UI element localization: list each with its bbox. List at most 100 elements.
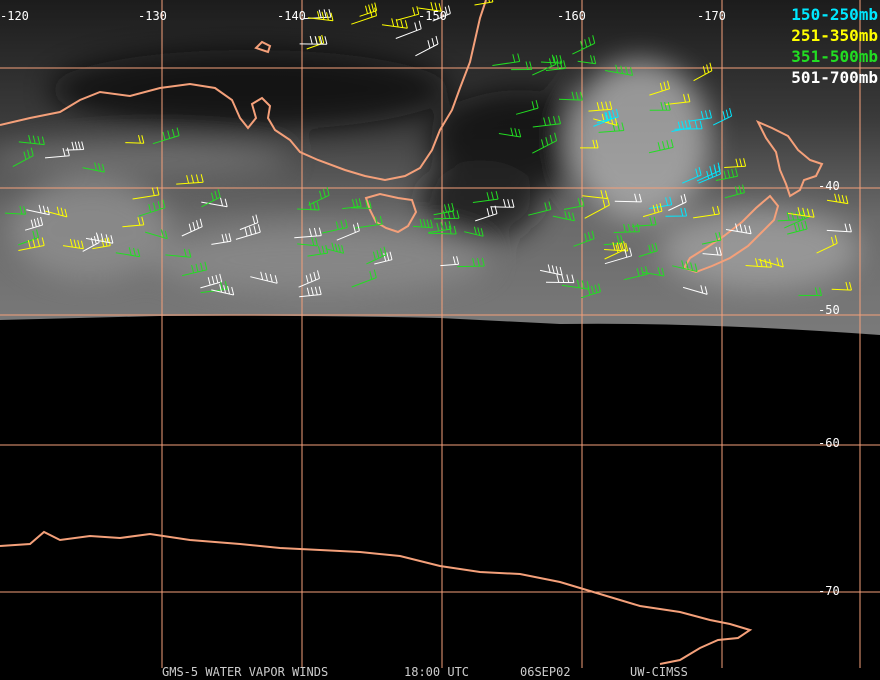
- wind-barb: [715, 168, 739, 181]
- wind-barb: [563, 197, 585, 210]
- wind-barb: [440, 256, 460, 267]
- wind-barb: [588, 101, 613, 112]
- wind-barb: [374, 251, 393, 265]
- date: 06SEP02: [520, 665, 571, 679]
- wind-barb: [545, 60, 567, 71]
- wind-barb: [428, 220, 452, 233]
- wind-barb: [299, 35, 328, 45]
- wind-barb: [428, 225, 457, 235]
- wind-barb: [724, 158, 747, 168]
- wind-barb: [572, 35, 596, 55]
- wind-barb: [674, 120, 703, 130]
- wind-barb: [298, 270, 320, 288]
- wind-barb: [82, 234, 100, 252]
- wind-barb: [642, 203, 663, 218]
- wind-barb: [432, 5, 451, 22]
- wind-barb: [299, 286, 322, 298]
- wind-barb: [693, 205, 720, 219]
- longitude-label: -120: [0, 9, 29, 23]
- wind-barb: [573, 230, 595, 247]
- wind-barb: [532, 56, 557, 76]
- wind-barb: [307, 11, 334, 22]
- wind-barb: [532, 132, 558, 154]
- wind-barb: [412, 218, 433, 229]
- wind-barb: [359, 2, 378, 17]
- wind-barb: [176, 174, 204, 185]
- wind-barb: [115, 247, 141, 258]
- legend-entry: 351-500mb: [791, 47, 878, 66]
- satellite-name: GMS-5 WATER VAPOR WINDS: [162, 665, 328, 679]
- wind-barb: [433, 210, 460, 220]
- wind-barb: [604, 247, 633, 265]
- source: UW-CIMSS: [630, 665, 688, 679]
- wind-barb: [682, 166, 702, 184]
- wind-barb: [457, 257, 485, 268]
- longitude-label: -150: [418, 9, 447, 23]
- longitude-label: -140: [277, 9, 306, 23]
- wind-barb: [165, 248, 192, 258]
- wind-barb: [464, 226, 484, 237]
- wind-barb: [532, 115, 561, 128]
- wind-barb: [351, 269, 377, 288]
- wind-barb: [552, 210, 575, 222]
- wind-barb: [580, 139, 599, 149]
- wind-barb: [515, 99, 539, 115]
- wind-barb: [816, 235, 838, 254]
- wind-barb: [787, 207, 815, 218]
- wind-barb: [351, 7, 378, 25]
- wind-barb: [354, 215, 383, 229]
- wind-barb: [303, 8, 332, 20]
- wind-barb: [122, 216, 145, 228]
- wind-barb: [18, 237, 45, 251]
- time: 18:00 UTC: [404, 665, 469, 679]
- coastlines: [0, 0, 824, 665]
- wind-barb: [696, 162, 721, 182]
- wind-barb: [596, 108, 619, 123]
- wind-barb: [540, 54, 563, 64]
- wind-barb: [418, 1, 442, 12]
- latitude-label: -60: [818, 436, 840, 450]
- wind-barb: [642, 267, 665, 277]
- wind-barb: [649, 101, 671, 111]
- wind-barb: [539, 264, 563, 276]
- wind-barb: [528, 201, 552, 216]
- wind-barb: [665, 93, 691, 105]
- wind-barb: [235, 224, 261, 240]
- wind-barb: [342, 198, 362, 210]
- wind-barb: [45, 206, 68, 218]
- wind-barb: [561, 279, 590, 290]
- wind-barb: [18, 134, 45, 146]
- wind-barb: [702, 246, 722, 256]
- wind-barb: [682, 285, 708, 295]
- wind-barb: [826, 193, 849, 205]
- wind-barb: [325, 242, 345, 254]
- latitude-label: -50: [818, 303, 840, 317]
- wind-barb: [201, 189, 221, 208]
- wind-barb: [138, 199, 166, 217]
- wind-barb: [492, 53, 521, 66]
- wind-barb: [638, 242, 658, 258]
- wind-barb: [62, 238, 84, 250]
- latitude-label: -70: [818, 584, 840, 598]
- wind-barb: [181, 218, 203, 237]
- wind-barb: [649, 80, 670, 96]
- legend-entry: 501-700mb: [791, 68, 878, 87]
- latitude-label: -40: [818, 179, 840, 193]
- wind-barb: [475, 205, 498, 222]
- wind-barb: [125, 134, 145, 144]
- wind-barb: [65, 141, 85, 151]
- wind-barb: [831, 281, 852, 291]
- wind-barb: [624, 266, 648, 281]
- wind-barb: [511, 61, 533, 71]
- wind-barb: [826, 223, 852, 233]
- wind-barb: [24, 216, 44, 231]
- wind-barb: [472, 190, 499, 203]
- wind-barb: [604, 242, 629, 252]
- wind-barb: [672, 260, 698, 272]
- wind-barb: [201, 197, 228, 208]
- wind-barb: [4, 205, 27, 215]
- wind-barb: [26, 204, 50, 216]
- wind-barb: [381, 18, 408, 29]
